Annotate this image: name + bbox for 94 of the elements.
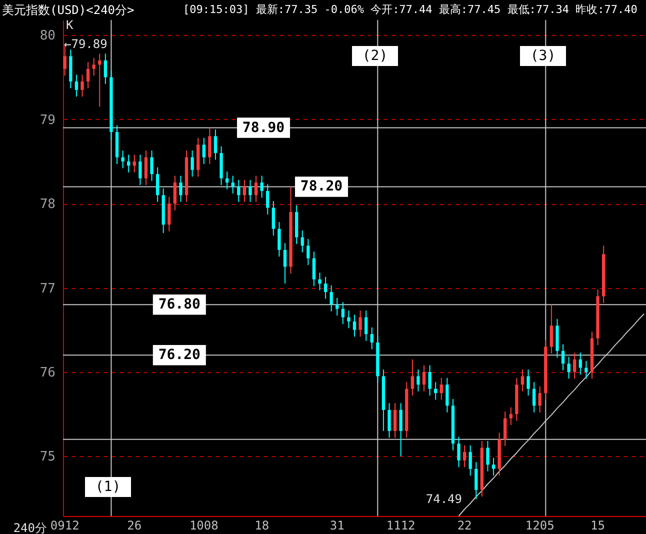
ref-line-label: 76.20: [158, 347, 200, 364]
candlestick: [352, 314, 356, 338]
candlestick: [416, 368, 420, 392]
y-tick-label: 78: [40, 197, 56, 212]
candlestick: [550, 304, 554, 354]
candlestick: [457, 436, 460, 468]
candlestick: [208, 127, 212, 164]
candlestick: [306, 238, 310, 266]
candlestick: [468, 444, 472, 476]
candlestick: [578, 352, 582, 376]
y-tick-label: 77: [40, 281, 56, 296]
x-tick-label: 26: [127, 518, 142, 532]
candlestick: [248, 180, 252, 202]
candlestick: [260, 175, 264, 198]
y-tick-label: 80: [40, 28, 56, 44]
candlestick: [526, 368, 530, 396]
candlestick: [312, 251, 316, 287]
candlestick: [370, 326, 374, 350]
y-tick-label: 76: [40, 366, 56, 380]
candlestick: [86, 62, 90, 89]
x-tick-label: 15: [590, 518, 606, 532]
candlestick: [92, 57, 96, 76]
candlestick: [179, 175, 182, 202]
candlestick: [283, 242, 287, 284]
candlestick: [104, 53, 108, 84]
candlestick: [341, 302, 345, 324]
y-tick-label: 79: [40, 112, 56, 128]
candlestick: [138, 154, 142, 186]
candlestick: [440, 377, 443, 400]
candlestick: [584, 360, 588, 380]
candlestick: [520, 368, 524, 392]
candlestick: [462, 444, 466, 468]
candlestick: [532, 382, 536, 413]
x-tick-label: 1008: [189, 518, 218, 532]
candlestick: [272, 200, 275, 236]
candlestick: [364, 310, 368, 342]
text: 240分: [13, 521, 47, 534]
candlestick: [399, 402, 402, 457]
x-tick-label: 22: [457, 518, 472, 532]
annotation: (2): [362, 48, 388, 64]
candlestick: [80, 74, 84, 98]
candlestick: [237, 180, 240, 202]
candlestick: [474, 462, 478, 500]
annotation: ←79.89: [64, 37, 108, 51]
x-tick-label: 31: [330, 518, 344, 532]
x-tick-label: 18: [254, 518, 270, 532]
candlestick: [214, 128, 218, 160]
candlestick: [330, 284, 333, 312]
candlestick: [150, 150, 154, 182]
candlestick: [300, 230, 304, 253]
annotation: K: [66, 18, 74, 32]
candlestick: [388, 402, 391, 438]
candlestick: [422, 364, 426, 392]
candlestick: [504, 411, 507, 447]
candlestick: [324, 276, 328, 300]
annotation: 74.49: [426, 492, 462, 506]
candlestick: [278, 222, 281, 258]
candlestick: [318, 272, 322, 291]
y-tick-label: 75: [40, 450, 56, 465]
candlestick: [567, 356, 570, 380]
candlestick: [561, 344, 565, 371]
ref-line-label: 78.90: [242, 120, 285, 136]
candlestick: [358, 310, 362, 338]
annotation: (3): [530, 48, 556, 64]
candlestick: [74, 74, 78, 98]
candlestick: [144, 150, 148, 186]
candlestick: [509, 406, 512, 426]
ref-line-label: 78.20: [300, 178, 343, 195]
candlestick: [446, 377, 449, 413]
chart-title: 美元指数(USD)<240分>: [2, 3, 134, 17]
candlestick: [486, 440, 490, 472]
candlestick: [242, 180, 246, 202]
candlestick: [173, 175, 177, 211]
candlestick: [156, 166, 160, 202]
chart-subtitle: [09:15:03] 最新:77.35 -0.06% 今开:77.44 最高:77.45 最低:77.34 昨收:77.40: [183, 3, 638, 16]
annotation: (1): [95, 479, 121, 495]
candlestick: [202, 137, 206, 164]
candlestick: [538, 386, 542, 413]
x-tick-label: 1112: [386, 518, 416, 532]
candlestick: [410, 358, 414, 396]
candlestick: [121, 150, 124, 169]
candlestick: [190, 150, 194, 178]
ref-line-label: 76.80: [158, 296, 200, 313]
candlestick: [428, 364, 432, 396]
candlestick: [336, 297, 339, 316]
candlestick: [254, 175, 258, 202]
x-tick-label: 0912: [50, 518, 80, 532]
candlestick: [573, 352, 576, 380]
x-tick-label: 1205: [525, 518, 554, 532]
candlestick: [492, 457, 496, 476]
candlestick: [266, 184, 270, 216]
candlestick: [347, 310, 350, 329]
candlestick: [168, 196, 171, 232]
candlestick: [393, 402, 397, 438]
